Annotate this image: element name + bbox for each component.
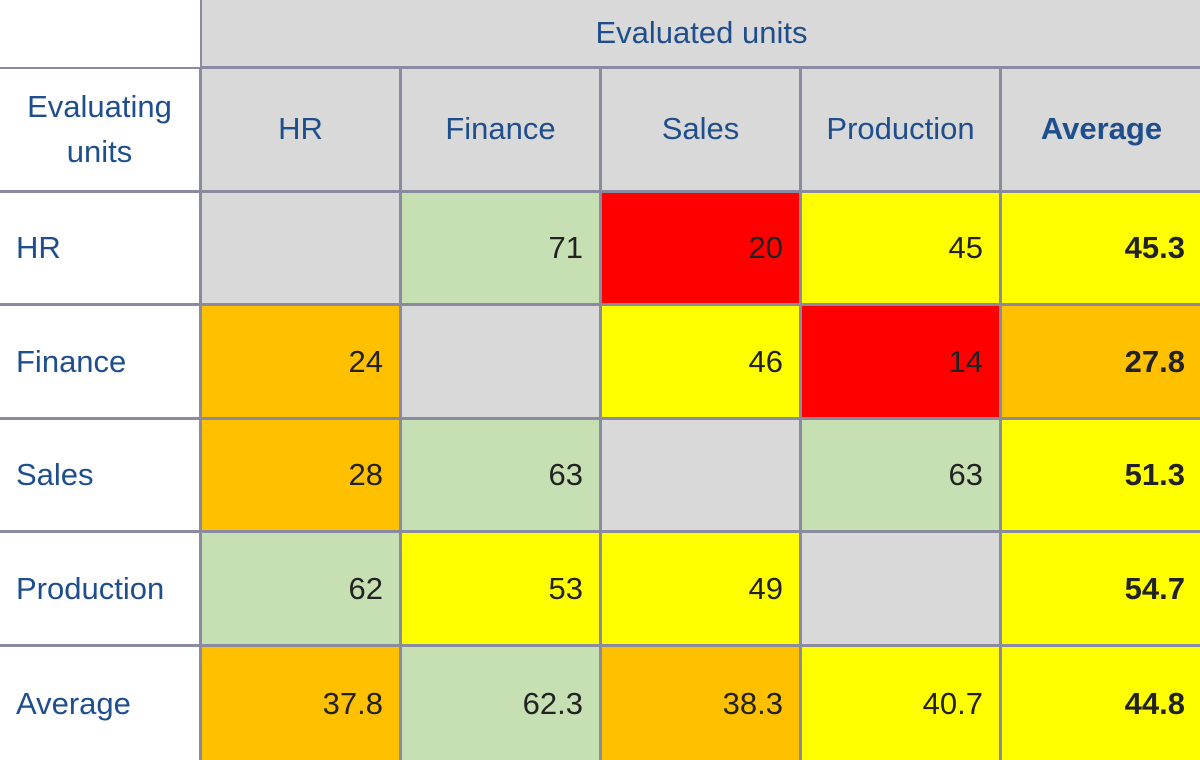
row-label-finance: Finance <box>0 304 201 419</box>
heatmap-cell: 62 <box>200 531 401 646</box>
heatmap-cell: 14 <box>800 304 1001 419</box>
heatmap-cell: 38.3 <box>600 645 801 760</box>
heatmap-cell <box>800 531 1001 646</box>
row-label-production: Production <box>0 531 201 646</box>
heatmap-cell: 44.8 <box>1000 645 1200 760</box>
heatmap-cell: 20 <box>600 191 801 305</box>
heatmap-cell: 53 <box>400 531 601 646</box>
heatmap-cell: 51.3 <box>1000 418 1200 532</box>
heatmap-cell: 45 <box>800 191 1001 305</box>
heatmap-cell <box>400 304 601 419</box>
row-label-average: Average <box>0 645 201 760</box>
heatmap-cell: 62.3 <box>400 645 601 760</box>
column-group-header: Evaluated units <box>200 0 1200 68</box>
heatmap-cell: 27.8 <box>1000 304 1200 419</box>
row-label-sales: Sales <box>0 418 201 532</box>
column-header-average: Average <box>1000 67 1200 192</box>
heatmap-cell: 63 <box>800 418 1001 532</box>
row-group-header: Evaluating units <box>0 67 201 192</box>
heatmap-cell: 71 <box>400 191 601 305</box>
heatmap-cell: 54.7 <box>1000 531 1200 646</box>
heatmap-cell <box>600 418 801 532</box>
row-label-hr: HR <box>0 191 201 305</box>
heatmap-cell: 49 <box>600 531 801 646</box>
heatmap-cell: 45.3 <box>1000 191 1200 305</box>
heatmap-cell <box>200 191 401 305</box>
corner-blank <box>0 0 200 67</box>
heatmap-cell: 40.7 <box>800 645 1001 760</box>
column-header-sales: Sales <box>600 67 801 192</box>
heatmap-cell: 63 <box>400 418 601 532</box>
heatmap-cell: 46 <box>600 304 801 419</box>
heatmap-cell: 24 <box>200 304 401 419</box>
column-header-hr: HR <box>200 67 401 192</box>
heatmap-cell: 37.8 <box>200 645 401 760</box>
column-header-production: Production <box>800 67 1001 192</box>
heatmap-cell: 28 <box>200 418 401 532</box>
column-header-finance: Finance <box>400 67 601 192</box>
